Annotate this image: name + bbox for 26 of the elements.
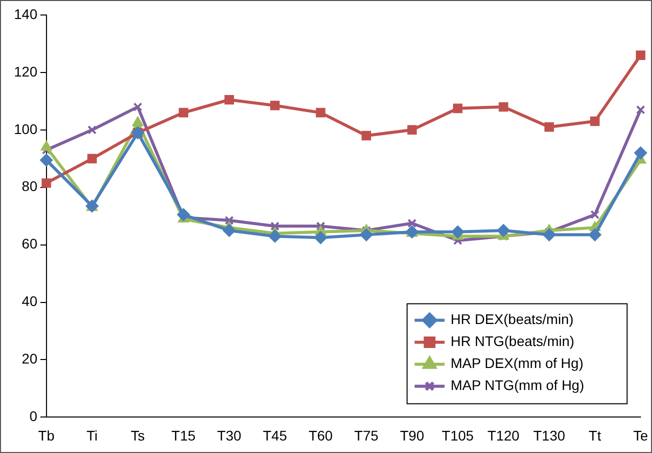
x-tick-label: Te bbox=[633, 427, 648, 444]
y-tick-label: 20 bbox=[22, 350, 38, 367]
legend-label: MAP DEX(mm of Hg) bbox=[450, 355, 584, 372]
legend-label: MAP NTG(mm of Hg) bbox=[450, 377, 584, 394]
x-tick-label: T60 bbox=[308, 427, 333, 444]
x-tick-label: T15 bbox=[171, 427, 196, 444]
y-tick-label: 120 bbox=[14, 63, 38, 80]
y-tick-label: 60 bbox=[22, 236, 38, 252]
legend-label: HR DEX(beats/min) bbox=[450, 311, 574, 328]
x-tick-label: T30 bbox=[217, 427, 242, 444]
x-tick-label: Ts bbox=[130, 427, 145, 444]
x-tick-label: Tt bbox=[588, 427, 602, 444]
x-tick-label: Tb bbox=[38, 427, 55, 444]
y-tick-label: 0 bbox=[30, 408, 38, 424]
legend-label: HR NTG(beats/min) bbox=[450, 333, 574, 350]
x-tick-label: T45 bbox=[262, 427, 288, 444]
y-tick-label: 80 bbox=[22, 178, 38, 194]
x-tick-label: Ti bbox=[86, 427, 98, 444]
x-tick-label: T75 bbox=[354, 427, 379, 444]
x-tick-label: T90 bbox=[400, 427, 424, 444]
x-tick-label: T105 bbox=[442, 427, 474, 444]
x-tick-label: T130 bbox=[533, 427, 566, 444]
y-tick-label: 140 bbox=[14, 6, 38, 22]
x-tick-label: T120 bbox=[488, 427, 520, 444]
y-tick-label: 40 bbox=[22, 293, 38, 310]
y-tick-label: 100 bbox=[14, 120, 38, 137]
